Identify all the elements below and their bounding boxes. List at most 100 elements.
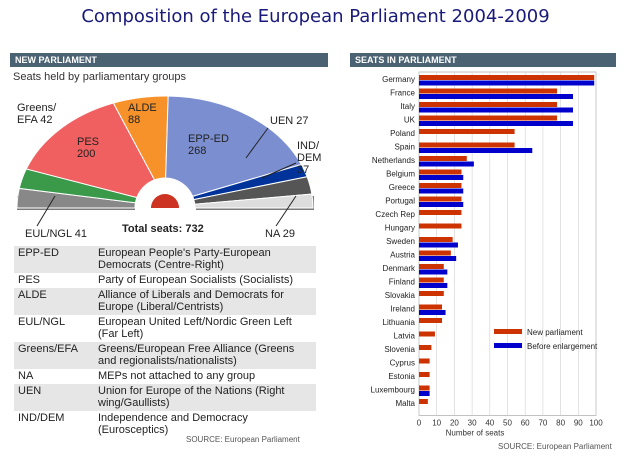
seats-in-parliament-header: SEATS IN PARLIAMENT — [350, 53, 616, 67]
bar-new-parliament — [419, 156, 467, 161]
category-label: Ireland — [391, 305, 415, 314]
label-uen: UEN 27 — [270, 115, 309, 127]
x-tick-label: 0 — [417, 419, 422, 428]
table-row: EPP-ED European People's Party-European … — [14, 246, 316, 273]
label-alde-line1: ALDE — [128, 102, 157, 114]
group-abbr: PES — [18, 274, 41, 286]
group-desc: European People's Party-European Democra… — [94, 246, 316, 273]
group-desc: Independence and Democracy (Eurosceptics… — [98, 412, 248, 436]
bar-new-parliament — [419, 399, 428, 404]
chart-legend: New parliament Before enlargement — [494, 328, 598, 351]
bar-new-parliament — [419, 331, 435, 337]
group-desc: European United Left/Nordic Green Left (… — [98, 316, 292, 340]
leader-ind-dem — [261, 162, 297, 179]
hemicycle-slice-pes — [25, 102, 156, 199]
group-desc: Union for Europe of the Nations (Right w… — [94, 384, 316, 411]
label-eul-ngl: EUL/NGL 41 — [25, 228, 87, 240]
bar-new-parliament — [419, 75, 595, 80]
right-source: SOURCE: European Parliament — [498, 442, 612, 451]
group-abbr: NA — [18, 370, 34, 382]
leader-na — [275, 195, 297, 227]
x-tick-label: 40 — [485, 419, 494, 428]
bar-new-parliament — [419, 358, 430, 364]
category-label: Greece — [389, 183, 416, 192]
table-row: EUL/NGL European United Left/Nordic Gree… — [14, 315, 316, 342]
bar-before-enlargement — [419, 80, 595, 86]
bar-new-parliament — [419, 385, 430, 391]
label-greens-line1: Greens/ — [17, 102, 57, 114]
legend-label-before: Before enlargement — [527, 342, 598, 351]
category-label: Spain — [395, 143, 415, 152]
bar-new-parliament — [419, 250, 451, 256]
category-label: Slovenia — [384, 345, 415, 354]
category-label: Italy — [400, 102, 415, 111]
category-label: Czech Rep — [375, 210, 415, 219]
bar-new-parliament — [419, 345, 432, 350]
hemicycle-chair — [151, 194, 179, 208]
table-row: PES Party of European Socialists (Social… — [14, 273, 316, 288]
category-label: Sweden — [386, 237, 415, 246]
x-tick-label: 30 — [468, 419, 477, 428]
label-pes-line2: 200 — [77, 148, 96, 160]
label-greens-line2: EFA 42 — [17, 114, 53, 126]
group-desc: Alliance of Liberals and Democrats for E… — [94, 288, 316, 315]
leader-uen — [245, 127, 269, 159]
bar-before-enlargement — [419, 188, 464, 194]
category-label: Finland — [389, 278, 415, 287]
bar-new-parliament — [419, 115, 558, 121]
x-tick-label: 70 — [538, 419, 547, 428]
label-epp-line2: 268 — [188, 145, 207, 157]
label-alde-line2: 88 — [128, 114, 141, 126]
category-label: Malta — [395, 399, 415, 408]
x-tick-label: 10 — [432, 419, 441, 428]
category-label: Netherlands — [372, 156, 415, 165]
bar-new-parliament — [419, 223, 462, 229]
new-parliament-header: NEW PARLIAMENT — [10, 53, 328, 67]
label-inddem-line2: DEM — [297, 152, 322, 164]
category-label: France — [390, 89, 415, 98]
bar-before-enlargement — [419, 161, 474, 167]
bar-new-parliament — [419, 304, 443, 310]
category-label: Hungary — [385, 224, 415, 233]
x-tick-label: 50 — [503, 419, 512, 428]
group-desc: MEPs not attached to any group — [98, 370, 256, 382]
bar-new-parliament — [419, 210, 462, 215]
x-tick-label: 90 — [574, 419, 583, 428]
bar-before-enlargement — [419, 283, 448, 288]
label-greens: Greens/ EFA 42 — [17, 102, 56, 126]
hemicycle-subtitle: Seats held by parliamentary groups — [13, 71, 187, 83]
category-label: Poland — [390, 129, 415, 138]
hemicycle-slice-epp-ed — [165, 95, 303, 197]
category-label: UK — [404, 116, 416, 125]
label-inddem-line3: 37 — [297, 164, 310, 176]
bar-new-parliament — [419, 169, 462, 175]
bar-before-enlargement — [419, 242, 458, 248]
total-seats: Total seats: 732 — [122, 223, 204, 235]
bar-new-parliament — [419, 196, 462, 202]
legend-swatch-new — [494, 329, 522, 334]
bar-new-parliament — [419, 372, 430, 377]
group-abbr: IND/DEM — [18, 412, 65, 424]
label-alde: ALDE 88 — [128, 102, 157, 126]
bar-before-enlargement — [419, 148, 533, 153]
group-abbr: UEN — [14, 384, 94, 411]
label-eul-line1: EUL/NGL 41 — [25, 228, 87, 240]
bar-new-parliament — [419, 183, 462, 188]
bar-new-parliament — [419, 318, 443, 323]
table-row: ALDE Alliance of Liberals and Democrats … — [14, 288, 316, 315]
group-desc: Party of European Socialists (Socialists… — [98, 274, 294, 286]
label-epp-ed: EPP-ED 268 — [188, 133, 229, 157]
table-row: NA MEPs not attached to any group — [14, 369, 316, 384]
label-na-line1: NA 29 — [265, 228, 295, 240]
category-label: Estonia — [388, 372, 415, 381]
group-abbr: ALDE — [14, 288, 94, 315]
page-title: Composition of the European Parliament 2… — [81, 6, 550, 27]
label-ind-dem: IND/ DEM 37 — [297, 140, 321, 176]
category-label: Portugal — [385, 197, 415, 206]
bar-before-enlargement — [419, 269, 448, 275]
group-abbr: EPP-ED — [14, 246, 94, 273]
leader-eul — [36, 195, 56, 227]
hemicycle-slice-na — [194, 193, 314, 209]
